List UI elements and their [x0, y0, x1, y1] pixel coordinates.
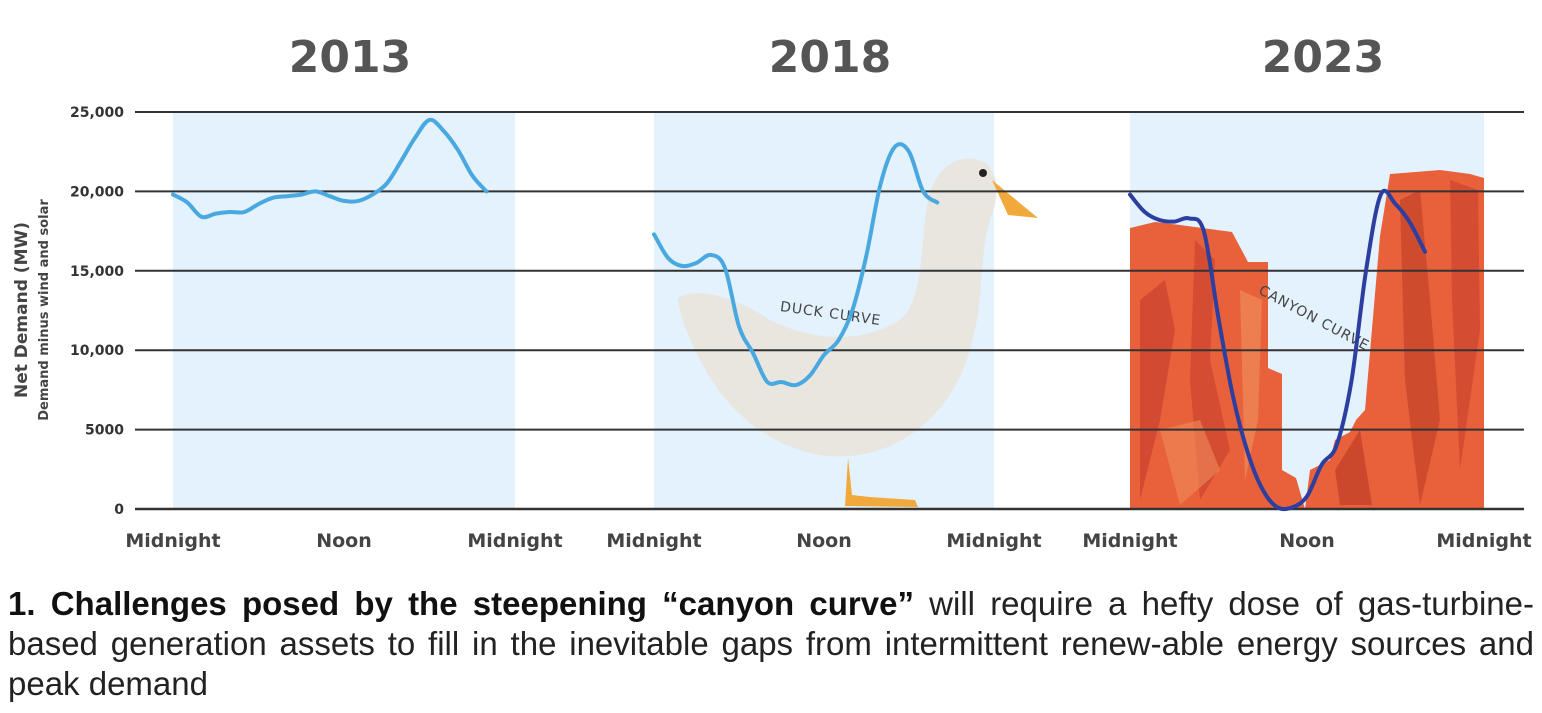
x-tick-label: Midnight — [946, 530, 1041, 552]
caption-bold: 1. Challenges posed by the steepening “c… — [8, 585, 914, 622]
x-tick-label: Midnight — [467, 530, 562, 552]
caption-text: will require a hefty dose of gas-turbine… — [8, 585, 1534, 702]
net-demand-line-2013 — [171, 117, 489, 220]
x-tick-label: Midnight — [1436, 530, 1531, 552]
y-axis-ticks: 25,000 20,000 15,000 10,000 5000 0 — [70, 105, 124, 518]
panel-title-2023: 2023 — [1262, 32, 1384, 83]
chart-area: 25,000 20,000 15,000 10,000 5000 0 Net Demand… — [12, 32, 1532, 552]
x-tick-label: Midnight — [125, 530, 220, 552]
y-axis-sublabel: Demand minus wind and solar — [37, 199, 52, 421]
duck-illustration — [678, 158, 1038, 507]
day-band-2013 — [173, 112, 515, 509]
grid-lines — [135, 111, 1524, 511]
panel-title-2013: 2013 — [289, 32, 411, 83]
x-tick-label: Noon — [1279, 530, 1335, 552]
series-lines — [171, 117, 1427, 512]
canyon-illustration — [1130, 170, 1484, 509]
x-tick-label: Midnight — [606, 530, 701, 552]
panel-title-2018: 2018 — [769, 32, 891, 83]
y-tick-label: 25,000 — [70, 105, 124, 121]
x-tick-label: Midnight — [1082, 530, 1177, 552]
x-tick-label: Noon — [796, 530, 852, 552]
y-tick-label: 20,000 — [70, 184, 124, 200]
x-axis-ticks: Midnight Noon Midnight Midnight Noon Midnight… — [125, 530, 1531, 552]
y-tick-label: 5000 — [85, 423, 124, 439]
y-tick-label: 10,000 — [70, 343, 124, 359]
net-demand-line-2018 — [652, 142, 940, 388]
figure-caption: 1. Challenges posed by the steepening “c… — [8, 584, 1534, 704]
net-demand-line-2023 — [1128, 188, 1427, 512]
y-axis-label: Net Demand (MW) — [12, 222, 32, 398]
y-tick-label: 15,000 — [70, 264, 124, 280]
x-tick-label: Noon — [316, 530, 372, 552]
y-tick-label: 0 — [114, 502, 124, 518]
